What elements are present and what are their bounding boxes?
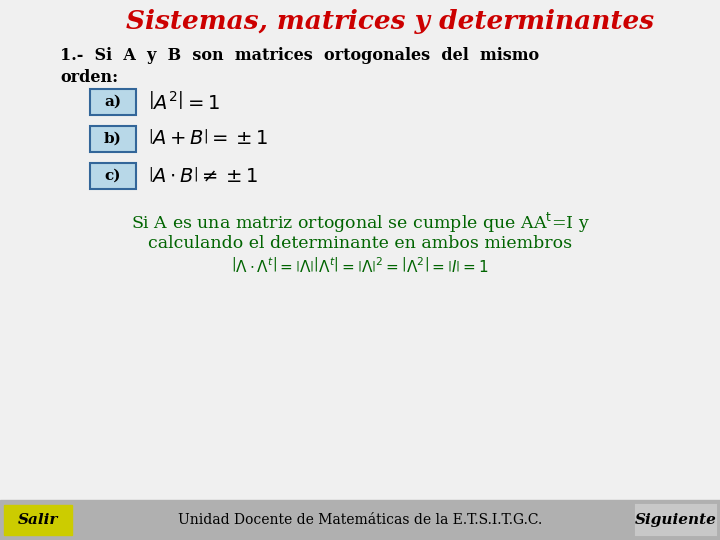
Text: Unidad Docente de Matemáticas de la E.T.S.I.T.G.C.: Unidad Docente de Matemáticas de la E.T.…	[178, 513, 542, 527]
Bar	[0, 500, 720, 540]
Text: Si A es una matriz ortogonal se cumple que AA$^{\mathrm{t}}$=I y: Si A es una matriz ortogonal se cumple q…	[130, 211, 590, 235]
Text: b): b)	[104, 132, 122, 146]
Text: Salir: Salir	[18, 513, 58, 527]
Text: calculando el determinante en ambos miembros: calculando el determinante en ambos miem…	[148, 234, 572, 252]
FancyBboxPatch shape	[90, 163, 136, 189]
Text: c): c)	[104, 169, 121, 183]
Text: $\left|A \cdot B\right| \neq \pm 1$: $\left|A \cdot B\right| \neq \pm 1$	[148, 166, 258, 186]
Bar	[636, 505, 716, 535]
Text: orden:: orden:	[60, 69, 118, 85]
Text: $\left|\Lambda\cdot\Lambda^t\right| = \left|\Lambda\right|\left|\Lambda^t\right|: $\left|\Lambda\cdot\Lambda^t\right| = \l…	[231, 256, 489, 275]
Text: $\left|A + B\right| = \pm 1$: $\left|A + B\right| = \pm 1$	[148, 130, 269, 148]
Text: 1.-  Si  A  y  B  son  matrices  ortogonales  del  mismo: 1.- Si A y B son matrices ortogonales de…	[60, 48, 539, 64]
Text: a): a)	[104, 95, 122, 109]
Bar	[0, 0, 720, 40]
Bar	[4, 505, 72, 535]
Text: Siguiente: Siguiente	[635, 513, 717, 527]
FancyBboxPatch shape	[90, 89, 136, 115]
FancyBboxPatch shape	[90, 126, 136, 152]
Text: Sistemas, matrices y determinantes: Sistemas, matrices y determinantes	[126, 9, 654, 33]
Text: $\left|A^{2}\right| = 1$: $\left|A^{2}\right| = 1$	[148, 91, 220, 113]
